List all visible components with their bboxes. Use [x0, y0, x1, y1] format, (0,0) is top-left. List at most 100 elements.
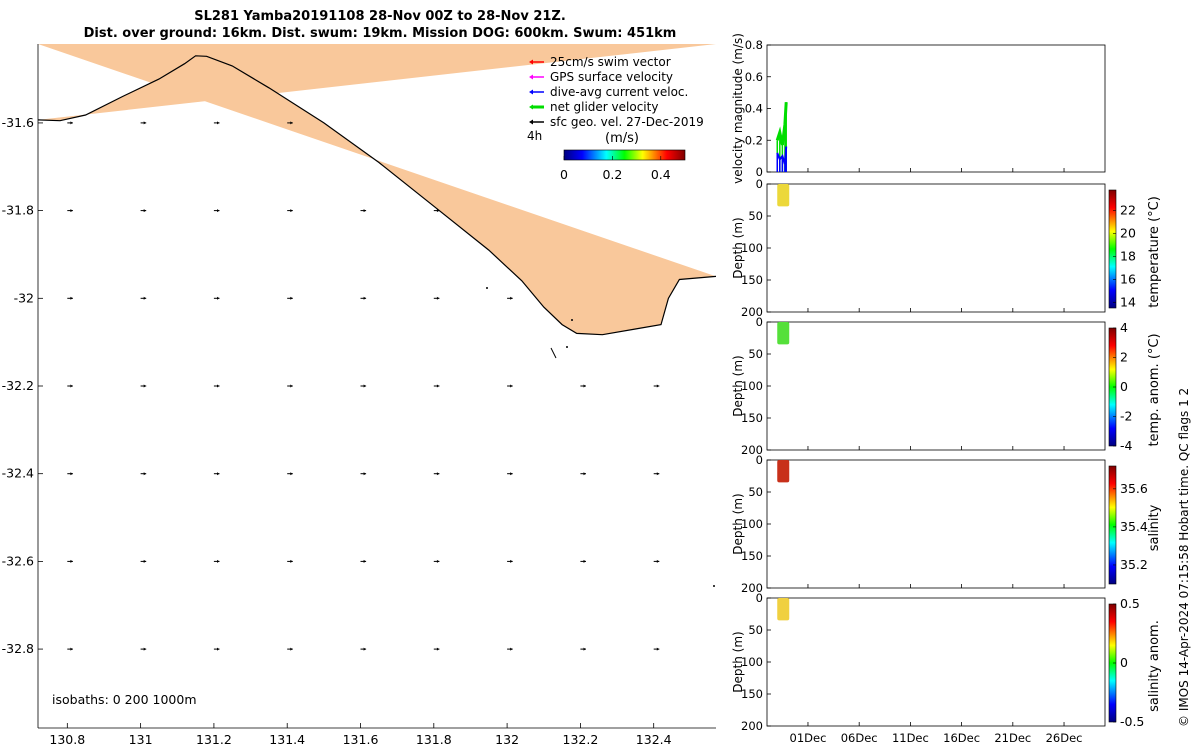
legend-label: dive-avg current veloc.	[550, 85, 688, 99]
section-colorbar-tick-label: 35.2	[1120, 557, 1148, 572]
section-y-tick-label: 0	[756, 453, 763, 467]
section-colorbar-tick-label: 18	[1120, 248, 1136, 263]
section-colorbar-tick-label: 0	[1120, 655, 1128, 670]
sfc-geo-vector-head	[510, 296, 513, 300]
sfc-geo-vector-head	[143, 472, 147, 476]
section-y-tick-label: 50	[748, 347, 763, 361]
velocity-y-tick-label: 0.4	[745, 102, 763, 116]
chart-title-line-2: Dist. over ground: 16km. Dist. swum: 19k…	[83, 26, 677, 41]
map-x-tick-label: 132	[495, 732, 519, 747]
section-colorbar-tick-label: 16	[1120, 271, 1136, 286]
section-y-tick-label: 50	[748, 485, 763, 499]
section-y-tick-label: 150	[741, 687, 763, 701]
map-x-tick-label: 131.2	[196, 732, 232, 747]
sfc-geo-vector-head	[510, 647, 513, 651]
sfc-geo-vector-head	[70, 209, 73, 213]
sfc-geo-vector-head	[290, 647, 293, 651]
map-y-tick-label: -32.2	[2, 378, 34, 393]
glider-track	[486, 287, 715, 587]
section-y-tick-label: 100	[741, 655, 763, 669]
sfc-geo-vector-head	[363, 209, 367, 213]
land-area	[38, 44, 716, 335]
map-y-tick-label: -31.8	[2, 203, 34, 218]
legend-label: 25cm/s swim vector	[550, 55, 671, 69]
section-colorbar-tick-label: 22	[1120, 203, 1136, 218]
sfc-geo-vector-head	[143, 209, 147, 213]
section-data-patch	[777, 598, 790, 621]
section-colorbar-tick-label: 35.6	[1120, 481, 1148, 496]
section-axes-box	[766, 459, 1106, 589]
surface-velocity-vectors	[67, 121, 660, 651]
section-x-tick-label: 01Dec	[790, 731, 827, 745]
sfc-geo-vector-head	[363, 296, 367, 300]
map-x-tick-label: 132.4	[636, 732, 672, 747]
section-colorbar-label: temperature (°C)	[1147, 196, 1162, 308]
section-y-tick-label: 200	[741, 305, 763, 319]
legend-swatch-head	[529, 74, 533, 80]
section-y-tick-label: 0	[756, 591, 763, 605]
section-colorbar-label: salinity anom.	[1147, 620, 1162, 712]
section-y-tick-label: 0	[756, 177, 763, 191]
section-y-tick-label: 100	[741, 241, 763, 255]
section-x-tick-label: 06Dec	[841, 731, 878, 745]
section-colorbar-tick-label: 35.4	[1120, 519, 1148, 534]
sfc-geo-vector-head	[583, 472, 586, 476]
sfc-geo-vector-head	[290, 384, 293, 388]
section-colorbar-tick-label: 0	[1120, 379, 1128, 394]
velocity-y-tick-label: 0.2	[745, 133, 763, 147]
sfc-geo-vector-head	[290, 209, 293, 213]
sfc-geo-vector-head	[217, 296, 220, 300]
sfc-geo-vector-head	[363, 472, 367, 476]
sfc-geo-vector-head	[143, 296, 147, 300]
colorbar-tick-label: 0.4	[651, 167, 671, 182]
sfc-geo-vector-head	[656, 559, 660, 563]
section-panel-1: 0 50 100 150 200 Depth (m) 14 16 18 20 22 temperatu…	[731, 177, 1162, 319]
sfc-geo-vector-head	[70, 384, 73, 388]
section-panel-3: 0 50 100 150 200 Depth (m) 35.2 35.4 35.6 salinit…	[731, 453, 1162, 595]
isobath-note: isobaths: 0 200 1000m	[52, 692, 197, 707]
map-x-tick-label: 131.6	[343, 732, 379, 747]
legend-label: GPS surface velocity	[550, 70, 673, 84]
velocity-axes-box	[766, 44, 1106, 173]
sfc-geo-vector-head	[436, 296, 440, 300]
section-colorbar-tick-label: 0.5	[1120, 596, 1140, 611]
section-y-tick-label: 150	[741, 273, 763, 287]
map-y-tick-label: -32.8	[2, 641, 34, 656]
section-colorbar-tick-label: -4	[1120, 438, 1133, 453]
map-y-axis: -31.6 -31.8 -32 -32.2 -32.4 -32.6 -32.8	[2, 44, 43, 728]
sfc-geo-vector-head	[70, 647, 73, 651]
sfc-geo-vector-head	[436, 209, 440, 213]
section-x-tick-label: 11Dec	[892, 731, 929, 745]
sfc-geo-vector-head	[656, 384, 660, 388]
coastline	[38, 55, 716, 336]
sfc-geo-vector-head	[70, 296, 73, 300]
section-y-label: Depth (m)	[731, 631, 745, 692]
section-data-patch	[777, 322, 790, 345]
section-data-patch	[777, 460, 790, 483]
sfc-geo-vector-head	[510, 559, 513, 563]
map-x-tick-label: 131.8	[416, 732, 452, 747]
sfc-geo-vector-head	[143, 121, 147, 125]
colorbar-tick-label: 0.2	[602, 167, 622, 182]
sfc-geo-vector-head	[217, 384, 220, 388]
sfc-geo-vector-head	[656, 647, 660, 651]
section-colorbar-tick-label: 20	[1120, 226, 1136, 241]
section-y-tick-label: 200	[741, 443, 763, 457]
sfc-geo-vector-head	[290, 559, 293, 563]
sfc-geo-vector-head	[70, 559, 73, 563]
legend-swatch-head	[529, 89, 533, 95]
sfc-geo-vector-head	[583, 647, 586, 651]
section-axes-box	[766, 321, 1106, 451]
map-x-tick-label: 130.8	[49, 732, 85, 747]
section-colorbar-label: salinity	[1147, 504, 1162, 551]
map-x-tick-label: 131	[129, 732, 153, 747]
velocity-y-tick-label: 0	[756, 165, 763, 179]
legend-swatch-head	[529, 59, 533, 65]
velocity-y-label: velocity magnitude (m/s)	[731, 33, 745, 184]
section-y-tick-label: 150	[741, 549, 763, 563]
section-y-tick-label: 0	[756, 315, 763, 329]
sfc-geo-vector-head	[436, 384, 440, 388]
